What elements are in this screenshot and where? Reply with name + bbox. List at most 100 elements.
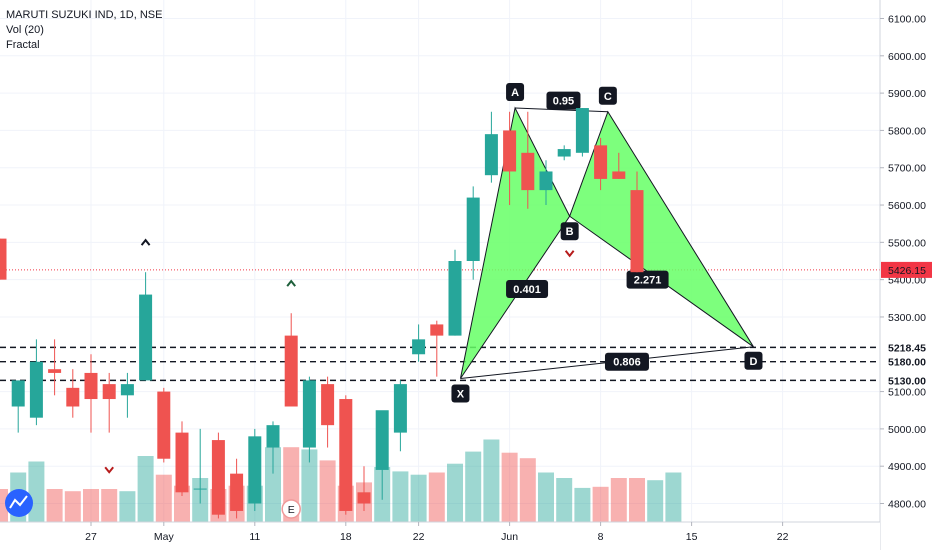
price-tick-label: 5900.00 [888, 88, 926, 100]
pattern-point-a-label: A [511, 87, 519, 99]
ratio-abc-label: 0.95 [553, 96, 574, 108]
candle-body [302, 380, 316, 448]
volume-bar [538, 472, 554, 522]
ratio-bcd-label: 2.271 [634, 275, 662, 287]
fractal-indicator-label: Fractal [6, 39, 40, 51]
price-tick-label: 6000.00 [888, 51, 926, 63]
candle-body [339, 399, 353, 511]
volume-bar [410, 474, 427, 522]
ratio-xad-label: 0.806 [613, 357, 641, 369]
candle-body [466, 197, 480, 261]
volume-bar [447, 463, 463, 522]
ratio-xad-label-box [604, 352, 649, 371]
volume-bar [155, 474, 172, 522]
candle-body [157, 391, 171, 459]
candle-body [266, 425, 280, 448]
volume-bar [319, 460, 336, 522]
fractal-down-marker [564, 250, 575, 258]
candle-body [393, 384, 407, 433]
volume-bar [465, 451, 482, 522]
pattern-point-b-label: B [566, 226, 574, 238]
candle-body [193, 488, 207, 490]
candle-body [66, 387, 80, 407]
candle-body [575, 108, 589, 153]
candle-body [612, 171, 626, 179]
volume-indicator-label: Vol (20) [6, 24, 44, 36]
fractal-down-marker [104, 466, 114, 474]
earnings-badge-label: E [288, 504, 295, 516]
pattern-point-d-label-box [744, 351, 763, 370]
price-tick-label: 4900.00 [888, 461, 926, 473]
candle-body [48, 369, 62, 373]
volume-bar [483, 439, 500, 522]
pattern-point-b-label-box [560, 222, 579, 241]
ratio-xab-label: 0.401 [513, 284, 541, 296]
price-tick-label: 5000.00 [888, 424, 926, 436]
candle-body [375, 410, 389, 470]
candle-body [557, 149, 571, 157]
volume-bar [301, 449, 318, 522]
candle-body [539, 171, 553, 191]
pattern-point-d-label: D [750, 356, 758, 368]
candle-body [630, 190, 644, 273]
candle-body [321, 384, 335, 426]
time-tick-label: 15 [686, 531, 698, 543]
volume-bar [46, 489, 63, 522]
candle-body [11, 380, 25, 407]
volume-bar [119, 491, 136, 522]
volume-bar [629, 478, 645, 522]
time-tick-label: May [154, 531, 175, 543]
pattern-point-a-label-box [506, 83, 525, 102]
price-tick-label: 5300.00 [888, 312, 926, 324]
candle-body [29, 361, 43, 418]
volume-bar [519, 458, 536, 522]
candle-body [448, 261, 462, 336]
candle-body [284, 335, 298, 407]
price-tick-label: 5700.00 [888, 163, 926, 175]
price-tick-label: 5100.00 [888, 387, 926, 399]
volume-bar [28, 461, 45, 522]
pattern-point-c-label: C [604, 91, 612, 103]
candle-body [357, 492, 371, 504]
volume-bar [64, 491, 81, 522]
candle-body [503, 130, 517, 172]
volume-bar [265, 447, 281, 522]
price-tick-label: 4800.00 [888, 499, 926, 511]
candle-body [0, 238, 7, 280]
volume-bar [101, 489, 118, 522]
fractal-up-marker [140, 238, 151, 246]
price-tick-label: 5500.00 [888, 237, 926, 249]
time-tick-label: 8 [598, 531, 604, 543]
volume-bar [556, 478, 573, 522]
tradingview-logo-mark [9, 495, 28, 509]
pattern-point-c-label-box [598, 86, 617, 105]
candle-body [430, 324, 444, 336]
volume-bar [574, 487, 591, 522]
volume-bar [392, 471, 409, 522]
price-tick-label: 5800.00 [888, 125, 926, 137]
volume-bar [610, 478, 627, 522]
pattern-point-x-label: X [457, 389, 465, 401]
volume-bar [83, 489, 99, 522]
time-tick-label: Jun [501, 531, 518, 543]
candle-body [175, 432, 189, 493]
volume-bar [137, 456, 154, 522]
time-tick-label: 11 [249, 531, 260, 543]
candle-body [84, 372, 98, 400]
last-price-tag-bg [881, 261, 932, 278]
level-price-tag-bg [881, 354, 931, 369]
volume-bar [665, 472, 682, 522]
candle-body [594, 145, 608, 179]
earnings-badge [281, 499, 301, 519]
pattern-point-x-label-box [451, 384, 470, 403]
pattern-ac-line [515, 107, 608, 113]
volume-bar [428, 472, 445, 522]
price-tick-label: 5600.00 [888, 200, 926, 212]
level-price-tag: 5180.00 [888, 357, 926, 369]
level-price-tag: 5130.00 [888, 375, 926, 387]
ratio-abc-label-box [546, 91, 581, 110]
candle-body [248, 436, 262, 504]
symbol-title: MARUTI SUZUKI IND, 1D, NSE [6, 9, 163, 21]
chart-legend: MARUTI SUZUKI IND, 1D, NSE Vol (20) Frac… [6, 8, 162, 53]
